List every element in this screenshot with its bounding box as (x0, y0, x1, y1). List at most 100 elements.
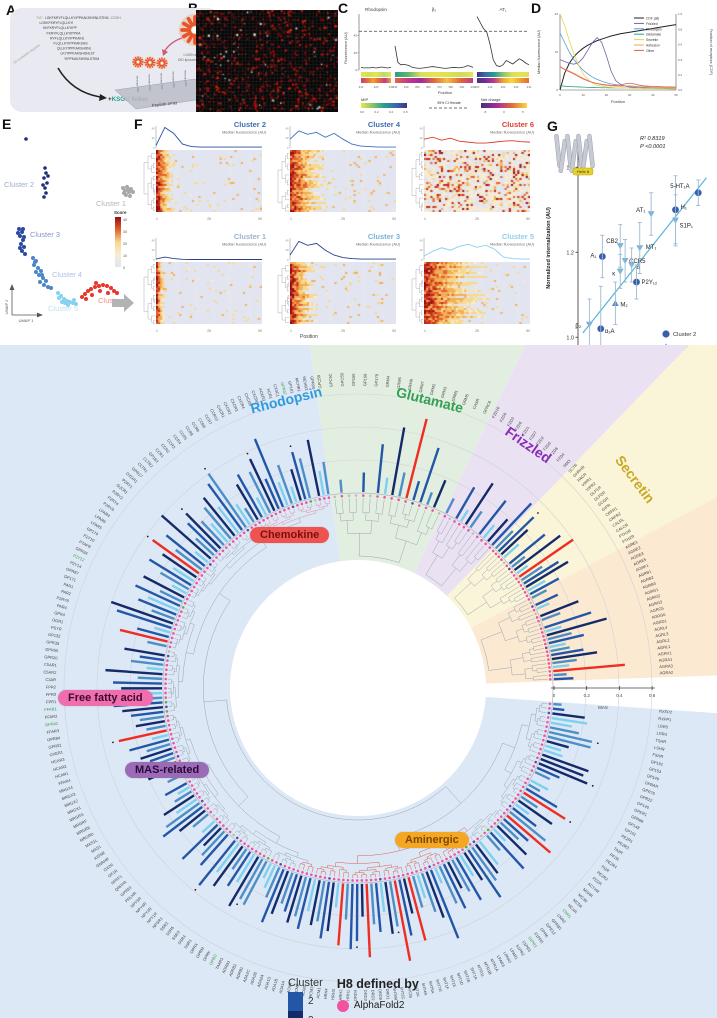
svg-text:GPC5B: GPC5B (316, 374, 323, 388)
svg-text:0.4: 0.4 (616, 693, 623, 698)
svg-text:Cluster 2: Cluster 2 (673, 332, 696, 338)
heatmap-subpanel-cluster-5: Cluster 5 Median fluorescence (AU) 0 20 40 1 2… (408, 230, 536, 342)
svg-text:SSR4: SSR4 (177, 933, 188, 945)
svg-text:5HT1F: 5HT1F (442, 977, 450, 991)
svg-text:OGR1: OGR1 (52, 617, 65, 624)
svg-text:S1PR2: S1PR2 (515, 943, 526, 957)
svg-text:40: 40 (152, 238, 155, 242)
svg-text:CCR5: CCR5 (178, 429, 189, 441)
svg-text:1: 1 (156, 329, 158, 333)
svg-text:MTR1L: MTR1L (476, 964, 486, 979)
svg-text:CCR7: CCR7 (204, 413, 214, 426)
svg-text:KAKSHSNL: KAKSHSNL (172, 70, 175, 82)
heatmap-cluster-2 (156, 150, 262, 212)
svg-text:TA2R: TA2R (613, 846, 624, 856)
svg-text:CCR9: CCR9 (191, 421, 201, 434)
svg-text:0: 0 (421, 258, 423, 262)
svg-text:GPR84: GPR84 (47, 735, 62, 742)
svg-text:RXFP2: RXFP2 (659, 709, 673, 715)
svg-text:AGRA3: AGRA3 (659, 663, 674, 669)
cluster-legend-title: Cluster (288, 977, 323, 989)
heatmap-cluster-1 (156, 262, 262, 324)
svg-text:FZD8: FZD8 (549, 446, 560, 457)
svg-text:20: 20 (555, 12, 559, 16)
svg-text:330: 330 (393, 85, 398, 89)
svg-text:330: 330 (514, 85, 519, 89)
svg-text:CCR6: CCR6 (197, 417, 207, 430)
svg-text:GP156: GP156 (351, 373, 356, 386)
svg-text:M₂: M₂ (620, 302, 628, 308)
svg-text:0.4: 0.4 (389, 110, 394, 114)
svg-text:320: 320 (501, 85, 506, 89)
svg-text:GP179: GP179 (373, 373, 379, 387)
svg-text:GRM4: GRM4 (385, 375, 391, 388)
svg-text:GRM1: GRM1 (450, 389, 459, 402)
svg-text:ACM5: ACM5 (300, 984, 307, 997)
svg-text:H₁: H₁ (681, 205, 687, 211)
svg-text:β₂: β₂ (575, 324, 581, 330)
svg-text:25: 25 (475, 329, 479, 333)
svg-text:320: 320 (374, 85, 379, 89)
svg-text:CCR1: CCR1 (154, 447, 165, 459)
svg-text:Cluster 6: Cluster 6 (502, 120, 534, 129)
svg-text:0.2: 0.2 (584, 693, 591, 698)
svg-text:Peptide array: Peptide array (152, 100, 179, 108)
svg-text:FKRYFLQLLKYIPPKA: FKRYFLQLLKYIPPKA (47, 31, 82, 35)
svg-text:MAS1: MAS1 (90, 843, 103, 853)
umap-cluster-4 (31, 256, 53, 290)
svg-text:310: 310 (359, 85, 364, 89)
svg-text:1: 1 (290, 217, 292, 221)
svg-text:300: 300 (475, 85, 480, 89)
svg-text:20: 20 (123, 242, 127, 246)
svg-text:LPAR4: LPAR4 (98, 507, 112, 519)
panel-letter-c: C (338, 0, 349, 16)
svg-text:40: 40 (152, 126, 155, 130)
svg-text:1: 1 (156, 217, 158, 221)
svg-text:GRM6: GRM6 (396, 376, 403, 389)
svg-text:KAKSHSNL: KAKSHSNL (160, 72, 163, 84)
umap-scatter: Cluster 2 Cluster 1 Cluster 3 Cluster 4 Clus… (4, 137, 135, 323)
svg-text:OPRX: OPRX (189, 942, 199, 955)
svg-text:GPC5C: GPC5C (328, 373, 334, 387)
svg-text:Median fluorescence (AU): Median fluorescence (AU) (356, 243, 401, 247)
data-point-5-HT₁A: 5-HT₁A (670, 184, 702, 197)
svg-text:Cluster 5: Cluster 5 (48, 304, 78, 313)
median-fluorescence-cdf-chart: 0 10 20 0.0 0.2 0.4 0.6 0.8 1.0 0 10 20 30 40 50 Positi… (537, 12, 713, 104)
svg-text:CASR: CASR (471, 398, 480, 410)
svg-text:ACM3: ACM3 (308, 985, 315, 997)
svg-text:VIPR1: VIPR1 (580, 476, 593, 488)
svg-text:GRM2: GRM2 (429, 382, 437, 395)
svg-text:0: 0 (287, 146, 289, 150)
svg-text:0: 0 (153, 146, 155, 150)
svg-text:1.2: 1.2 (566, 250, 574, 256)
svg-text:GRM8: GRM8 (407, 378, 414, 391)
svg-text:TSHR: TSHR (655, 738, 667, 745)
svg-text:PD2R: PD2R (591, 876, 603, 887)
svg-text:OPRD: OPRD (208, 953, 218, 966)
svg-text:GRM5: GRM5 (461, 393, 470, 406)
svg-text:FZD1: FZD1 (521, 425, 531, 437)
svg-text:AT₁: AT₁ (499, 7, 507, 12)
svg-text:5HT4R: 5HT4R (421, 982, 429, 996)
svg-text:50: 50 (392, 217, 396, 221)
svg-text:GP101: GP101 (287, 381, 295, 395)
svg-text:0: 0 (559, 93, 561, 97)
score-colorbar: Score 40 30 20 10 0 (114, 210, 127, 270)
svg-text:CXCR2: CXCR2 (223, 401, 234, 416)
svg-text:CX3C1: CX3C1 (272, 384, 280, 399)
svg-text:SSR1: SSR1 (183, 937, 193, 949)
svg-text:κ: κ (612, 271, 616, 277)
svg-text:KISSR: KISSR (93, 850, 106, 861)
svg-text:MSHR: MSHR (582, 887, 594, 899)
svg-text:ADA1A: ADA1A (278, 980, 286, 994)
svg-text:FFAR3: FFAR3 (46, 728, 60, 735)
svg-text:380: 380 (448, 85, 453, 89)
svg-text:GPR6: GPR6 (539, 927, 550, 939)
svg-text:AGRE5: AGRE5 (633, 556, 648, 566)
svg-text:MT₁: MT₁ (646, 245, 657, 251)
svg-text:5HT2B: 5HT2B (406, 985, 413, 998)
svg-text:AGRG3: AGRG3 (648, 599, 664, 608)
svg-text:50: 50 (526, 217, 530, 221)
svg-text:FPR3: FPR3 (46, 692, 57, 697)
circular-gpcr-tree-panel: GPC5B GPC5C GPC5D GP156 GP158 GP179 GRM4 GRM6 GR… (0, 168, 717, 1018)
